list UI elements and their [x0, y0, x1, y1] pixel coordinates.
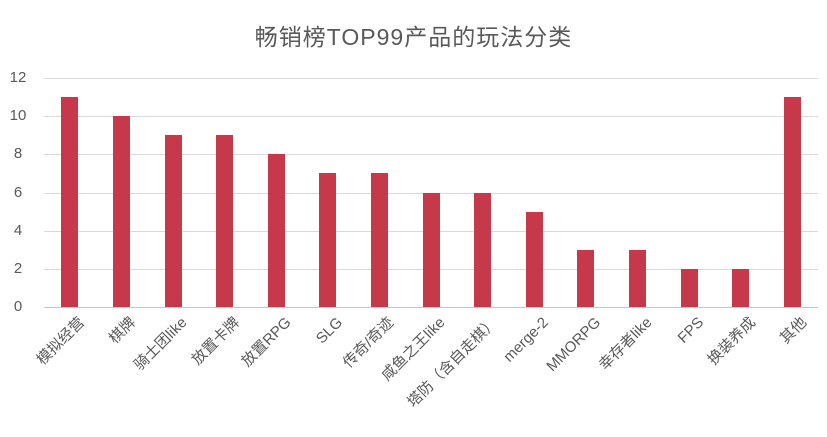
x-tick-label: 塔防（含自走棋）	[403, 314, 501, 411]
x-tick-label: 其他	[776, 314, 811, 348]
bar	[783, 97, 801, 307]
bar	[164, 135, 182, 307]
x-tick-label: merge-2	[500, 314, 553, 366]
x-tick-label: FPS	[674, 314, 708, 347]
y-tick-label: 0	[13, 298, 23, 315]
x-tick-label: 幸存者like	[595, 314, 656, 374]
bar	[525, 211, 543, 307]
bar	[577, 249, 595, 307]
x-tick-label: 骑士团like	[131, 314, 192, 374]
x-tick-label: 放置RPG	[237, 314, 295, 371]
bar	[61, 97, 79, 307]
x-tick-label: 换装养成	[704, 314, 759, 369]
y-tick-label: 8	[13, 145, 23, 163]
bar	[628, 249, 646, 307]
bar	[319, 173, 337, 307]
x-tick-label: 放置卡牌	[188, 314, 243, 369]
y-tick-label: 10	[9, 107, 27, 125]
x-tick-label: MMORPG	[542, 314, 604, 375]
gridline	[44, 154, 818, 156]
bar	[732, 268, 750, 307]
bar	[112, 116, 130, 307]
plot-area	[44, 78, 818, 308]
gridline	[44, 78, 818, 79]
bar	[370, 173, 388, 307]
x-tick-label: SLG	[312, 314, 346, 348]
y-tick-label: 6	[13, 183, 23, 201]
bar	[216, 135, 234, 307]
bar	[422, 192, 440, 307]
x-tick-label: 模拟经营	[33, 314, 88, 369]
bar	[267, 154, 285, 307]
gridline	[44, 116, 818, 118]
bar	[680, 268, 698, 307]
bar	[474, 192, 492, 307]
y-tick-label: 12	[9, 69, 27, 86]
y-tick-label: 4	[13, 221, 23, 239]
chart-title: 畅销榜TOP99产品的玩法分类	[254, 24, 573, 50]
y-tick-label: 2	[13, 259, 23, 277]
x-tick-label: 棋牌	[106, 314, 140, 348]
x-axis-line	[44, 307, 818, 308]
